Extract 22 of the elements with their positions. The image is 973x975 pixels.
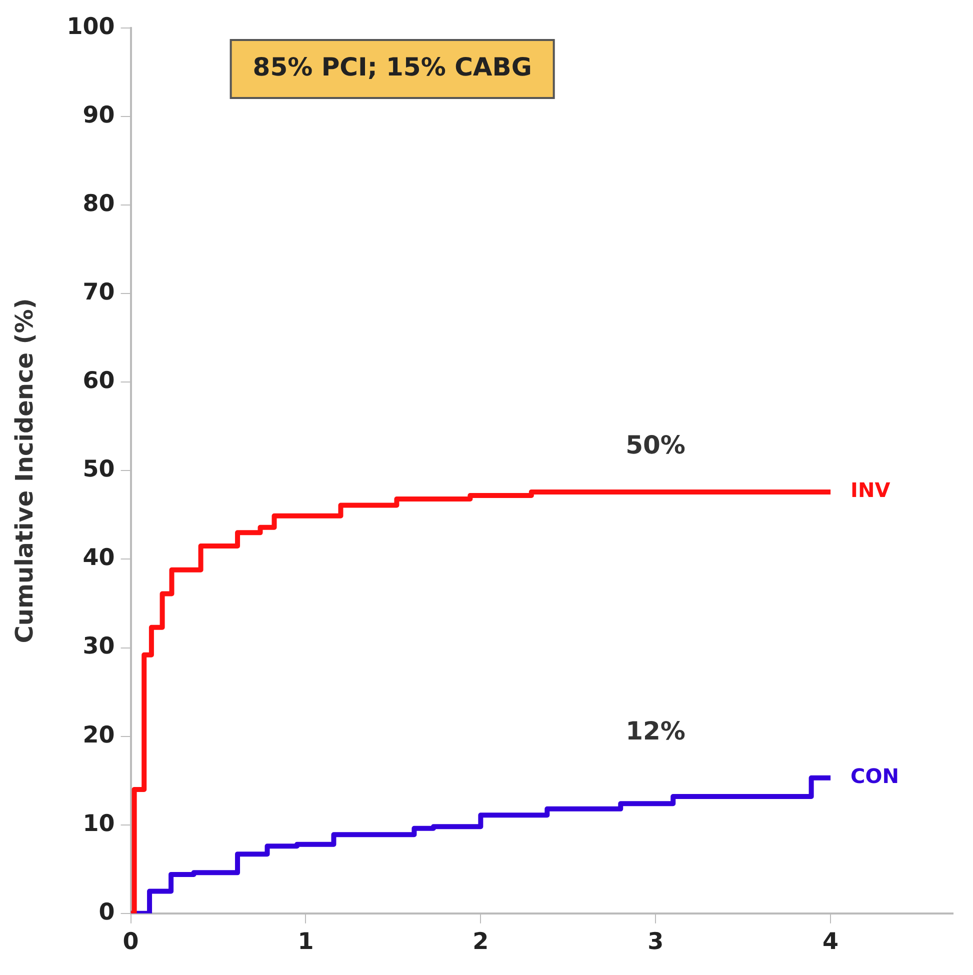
- x-tick-label: 4: [822, 929, 839, 956]
- y-tick-label: 100: [66, 14, 115, 40]
- y-tick-label: 40: [82, 545, 115, 572]
- x-tick-label: 3: [648, 929, 664, 956]
- series-label: INV: [850, 478, 891, 502]
- y-axis-title: Cumulative Incidence (%): [10, 298, 39, 644]
- y-tick-label: 90: [82, 102, 115, 129]
- y-tick-label: 60: [82, 368, 115, 394]
- x-tick-label: 2: [472, 929, 489, 956]
- y-tick-label: 50: [82, 456, 115, 483]
- y-tick-label: 10: [82, 810, 115, 837]
- annotation: 12%: [626, 716, 686, 746]
- annotation: 85% PCI; 15% CABG: [252, 52, 532, 82]
- y-tick-label: 70: [82, 280, 115, 306]
- series-label: CON: [850, 764, 899, 788]
- x-tick-label: 1: [298, 929, 314, 956]
- y-tick-label: 0: [98, 899, 115, 926]
- y-tick-label: 80: [82, 191, 115, 218]
- x-tick-label: 0: [122, 929, 139, 956]
- annotation: 50%: [626, 430, 686, 460]
- y-tick-label: 20: [82, 722, 115, 748]
- y-tick-label: 30: [82, 634, 115, 660]
